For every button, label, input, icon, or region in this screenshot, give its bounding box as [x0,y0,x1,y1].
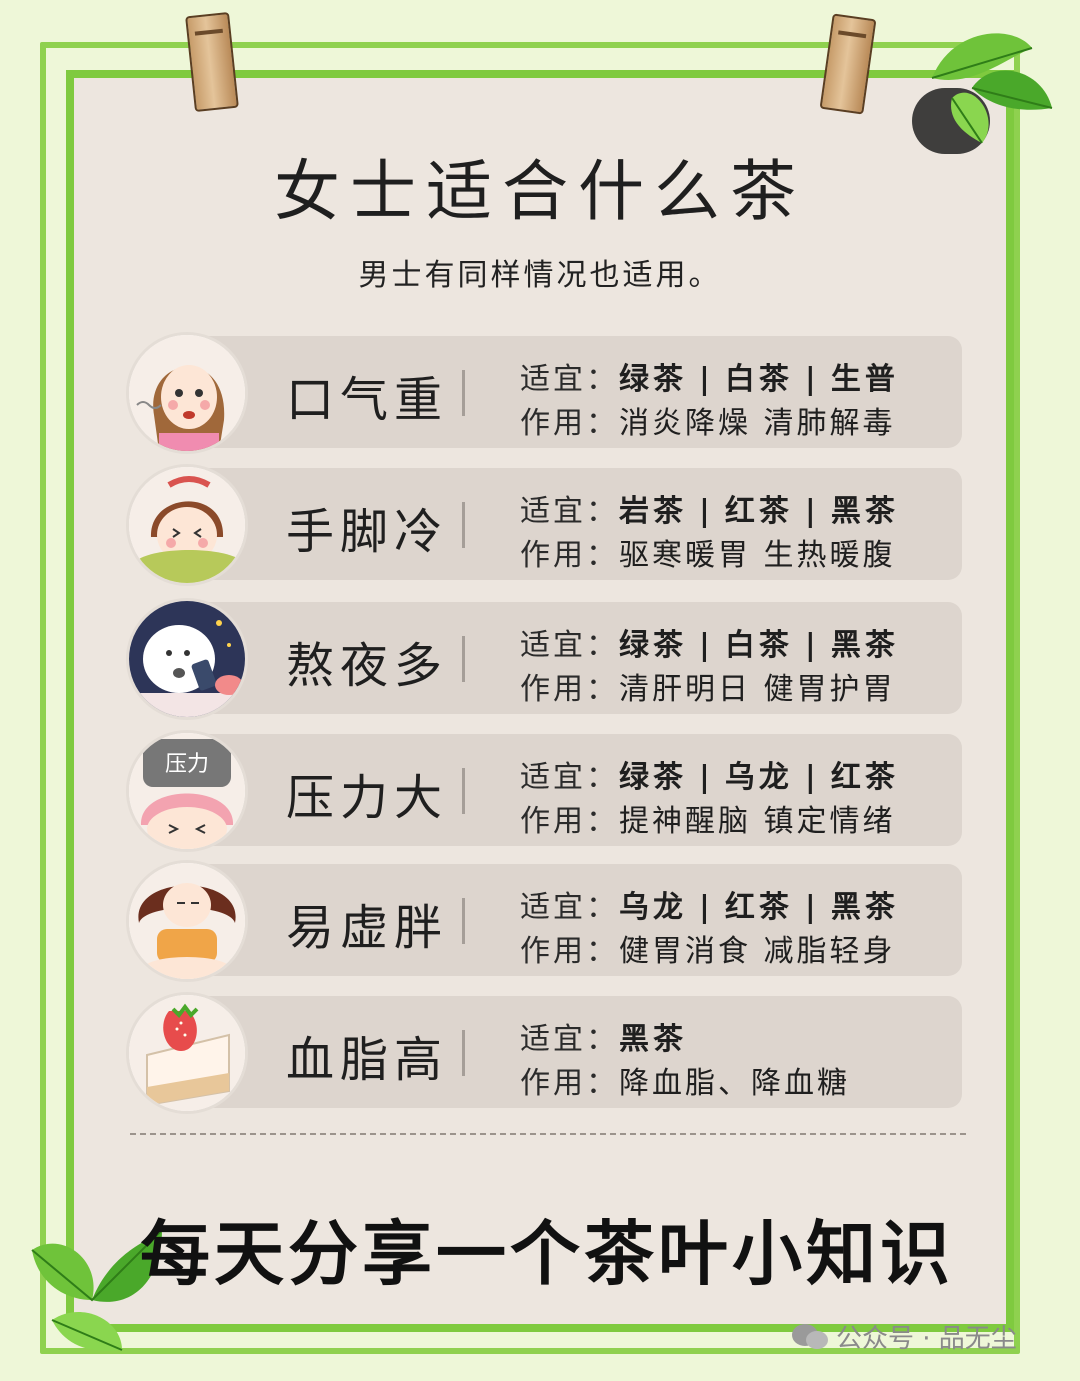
tea-name: 乌龙 [619,890,687,925]
divider [462,1030,465,1076]
divider: | [699,890,713,925]
suitable-teas: 适宜：绿茶 | 白茶 | 生普 [520,354,899,398]
woman-bad-breath-avatar [126,332,248,454]
divider [462,636,465,682]
effect-text: 健胃消食 减脂轻身 [619,934,896,969]
effect-label: 作用： [520,538,619,573]
divider: | [699,362,713,397]
tea-name: 岩茶 [619,494,687,529]
condition-label: 口气重 [286,372,449,428]
effect-label: 作用： [520,934,619,969]
divider [462,502,465,548]
list-item: 手脚冷 适宜：岩茶 | 红茶 | 黑茶 作用：驱寒暖胃 生热暖腹 [126,464,962,586]
suit-label: 适宜： [520,628,619,663]
effect-line: 作用：提神醒脑 镇定情绪 [520,796,896,840]
condition-label: 血脂高 [286,1032,449,1088]
footer-slogan: 每天分享一个茶叶小知识 [140,1213,954,1295]
divider: | [804,494,819,529]
page-subtitle: 男士有同样情况也适用。 [358,258,722,293]
row-background [182,996,962,1108]
tea-name: 黑茶 [830,494,899,529]
dashed-divider [130,1133,966,1135]
list-item: 口气重 适宜：绿茶 | 白茶 | 生普 作用：消炎降燥 清肺解毒 [126,332,962,454]
row-background [182,468,962,580]
effect-line: 作用：降血脂、降血糖 [520,1058,850,1102]
suitable-teas: 适宜：绿茶 | 白茶 | 黑茶 [520,620,899,664]
suitable-teas: 适宜：绿茶 | 乌龙 | 红茶 [520,752,899,796]
effect-label: 作用： [520,406,619,441]
divider [462,768,465,814]
effect-line: 作用：健胃消食 减脂轻身 [520,926,896,970]
tea-name: 绿茶 [619,628,687,663]
effect-line: 作用：消炎降燥 清肺解毒 [520,398,896,442]
effect-text: 消炎降燥 清肺解毒 [619,406,896,441]
suit-label: 适宜： [520,1022,619,1057]
tea-name: 红茶 [830,760,899,795]
row-background [182,602,962,714]
divider: | [699,760,713,795]
effect-text: 驱寒暖胃 生热暖腹 [619,538,896,573]
suitable-teas: 适宜：乌龙 | 红茶 | 黑茶 [520,882,899,926]
condition-label: 手脚冷 [286,504,449,560]
effect-label: 作用： [520,804,619,839]
tea-name: 乌龙 [724,760,793,795]
divider [462,370,465,416]
pressure-avatar: 压力 [126,730,248,852]
row-background [182,734,962,846]
wechat-icon [792,1324,828,1349]
divider: | [804,760,819,795]
tea-name: 生普 [830,362,899,397]
suit-label: 适宜： [520,890,619,925]
suit-label: 适宜： [520,362,619,397]
page-title: 女士适合什么茶 [274,153,806,230]
leaf-decoration-icon [931,33,1053,144]
effect-text: 提神醒脑 镇定情绪 [619,804,896,839]
tea-name: 绿茶 [619,362,687,397]
row-background [182,864,962,976]
condition-label: 易虚胖 [286,900,449,956]
condition-label: 压力大 [286,770,449,826]
cake-avatar [126,992,248,1114]
tea-name: 黑茶 [830,628,899,663]
divider [462,898,465,944]
suit-label: 适宜： [520,760,619,795]
divider: | [804,362,819,397]
night-phone-avatar [126,598,248,720]
leaf-decoration-icon [31,1229,163,1351]
tea-name: 白茶 [724,628,793,663]
effect-label: 作用： [520,1066,619,1101]
tea-name: 红茶 [724,494,793,529]
suitable-teas: 适宜：黑茶 [520,1014,687,1058]
effect-text: 降血脂、降血糖 [619,1066,850,1101]
condition-label: 熬夜多 [286,638,449,694]
pressure-weight-text: 压力 [165,752,209,777]
outer-frame [40,42,1020,1354]
divider: | [804,890,819,925]
divider: | [804,628,819,663]
divider: | [699,494,713,529]
divider: | [699,628,713,663]
chubby-woman-avatar [126,860,248,982]
tea-name: 绿茶 [619,760,687,795]
woman-cold-avatar [126,464,248,586]
suitable-teas: 适宜：岩茶 | 红茶 | 黑茶 [520,486,899,530]
watermark-text: 公众号 · 品无尘 [836,1324,1017,1354]
list-item: 血脂高 适宜：黑茶 作用：降血脂、降血糖 [126,992,962,1114]
list-item: 压力 压力大 适宜：绿茶 | 乌龙 | 红茶 作用：提神醒脑 镇定情绪 [126,730,962,852]
list-item: 易虚胖 适宜：乌龙 | 红茶 | 黑茶 作用：健胃消食 减脂轻身 [126,860,962,982]
tea-name: 白茶 [724,362,793,397]
row-background [182,336,962,448]
effect-text: 清肝明日 健胃护胃 [619,672,896,707]
tea-name: 黑茶 [830,890,899,925]
effect-label: 作用： [520,672,619,707]
suit-label: 适宜： [520,494,619,529]
effect-line: 作用：驱寒暖胃 生热暖腹 [520,530,896,574]
tea-name: 黑茶 [619,1022,687,1057]
wooden-clip-icon [185,11,239,113]
tea-name: 红茶 [724,890,793,925]
list-item: 熬夜多 适宜：绿茶 | 白茶 | 黑茶 作用：清肝明日 健胃护胃 [126,598,962,720]
effect-line: 作用：清肝明日 健胃护胃 [520,664,896,708]
